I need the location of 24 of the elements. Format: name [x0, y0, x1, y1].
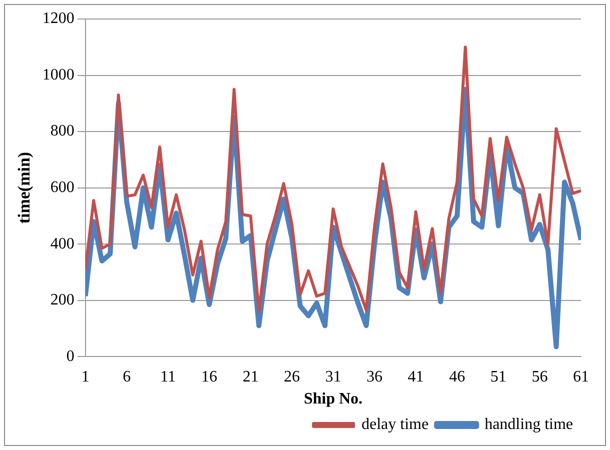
- y-tick-label: 600: [50, 179, 74, 196]
- x-tick-label: 11: [160, 368, 176, 386]
- x-tick-label: 21: [242, 368, 259, 386]
- x-tick-label: 56: [532, 368, 548, 386]
- x-tick-label: 41: [408, 368, 424, 386]
- y-tick-label: 1200: [42, 10, 74, 28]
- x-tick-label: 46: [449, 368, 466, 386]
- x-tick-label: 1: [81, 368, 90, 386]
- x-tick-label: 6: [122, 368, 131, 386]
- y-tick-label: 400: [50, 235, 74, 252]
- y-axis-title: time(min): [14, 152, 34, 224]
- x-tick-label: 26: [284, 368, 300, 386]
- x-tick-label: 51: [490, 368, 506, 386]
- legend-label: handling time: [484, 416, 574, 434]
- y-tick-label: 800: [50, 122, 74, 140]
- y-tick-label: 200: [50, 292, 74, 309]
- y-tick-label: 1000: [42, 66, 74, 84]
- x-tick-label: 31: [325, 368, 342, 386]
- x-tick-label: 36: [366, 368, 382, 386]
- y-tick-label: 0: [66, 348, 74, 365]
- legend-label: delay time: [361, 416, 429, 434]
- x-axis-title: Ship No.: [304, 390, 363, 408]
- x-tick-label: 16: [201, 368, 218, 386]
- x-tick-label: 61: [573, 368, 589, 386]
